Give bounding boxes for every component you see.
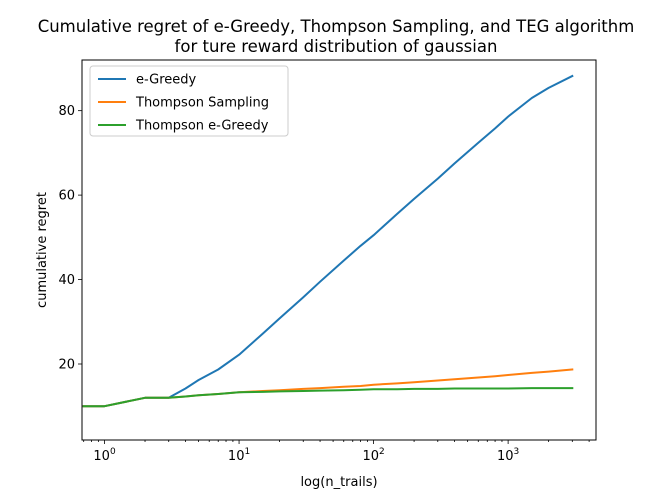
legend-box	[89, 65, 289, 137]
legend-label-1: Thompson Sampling	[135, 96, 269, 111]
chart-subtitle: for ture reward distribution of gaussian	[175, 37, 498, 56]
series-line-2	[82, 387, 574, 408]
plot-frame	[81, 59, 597, 441]
y-tick-label: 80	[58, 104, 75, 119]
legend: e-Greedy Thompson Sampling Thompson e-Gree…	[89, 65, 289, 137]
x-tick-label: 103	[497, 447, 519, 464]
x-tick-label: 102	[362, 447, 384, 464]
legend-label-0: e-Greedy	[136, 73, 197, 88]
chart-title: Cumulative regret of e-Greedy, Thompson …	[38, 17, 635, 36]
x-tick-label: 100	[93, 447, 116, 464]
x-tick-exponent: 3	[514, 447, 520, 457]
x-tick-exponent: 0	[110, 447, 116, 457]
series-layer	[82, 74, 574, 408]
legend-label-2: Thompson e-Greedy	[135, 119, 269, 134]
x-tick-base: 10	[228, 449, 245, 464]
x-tick-base: 10	[497, 449, 514, 464]
y-tick-label: 40	[58, 273, 75, 288]
x-tick-exponent: 2	[379, 447, 385, 457]
x-axis-label: log(n_trails)	[300, 475, 377, 490]
y-axis-label: cumulative regret	[35, 192, 50, 308]
x-tick-label: 101	[228, 447, 250, 464]
x-tick-exponent: 1	[244, 447, 250, 457]
x-tick-base: 10	[93, 449, 110, 464]
x-axis: 100 101 102 103	[83, 440, 590, 464]
y-axis: 20 40 60 80	[58, 104, 82, 373]
x-tick-base: 10	[362, 449, 379, 464]
y-tick-label: 60	[58, 189, 75, 204]
y-tick-label: 20	[58, 358, 75, 373]
series-line-0	[82, 74, 574, 408]
